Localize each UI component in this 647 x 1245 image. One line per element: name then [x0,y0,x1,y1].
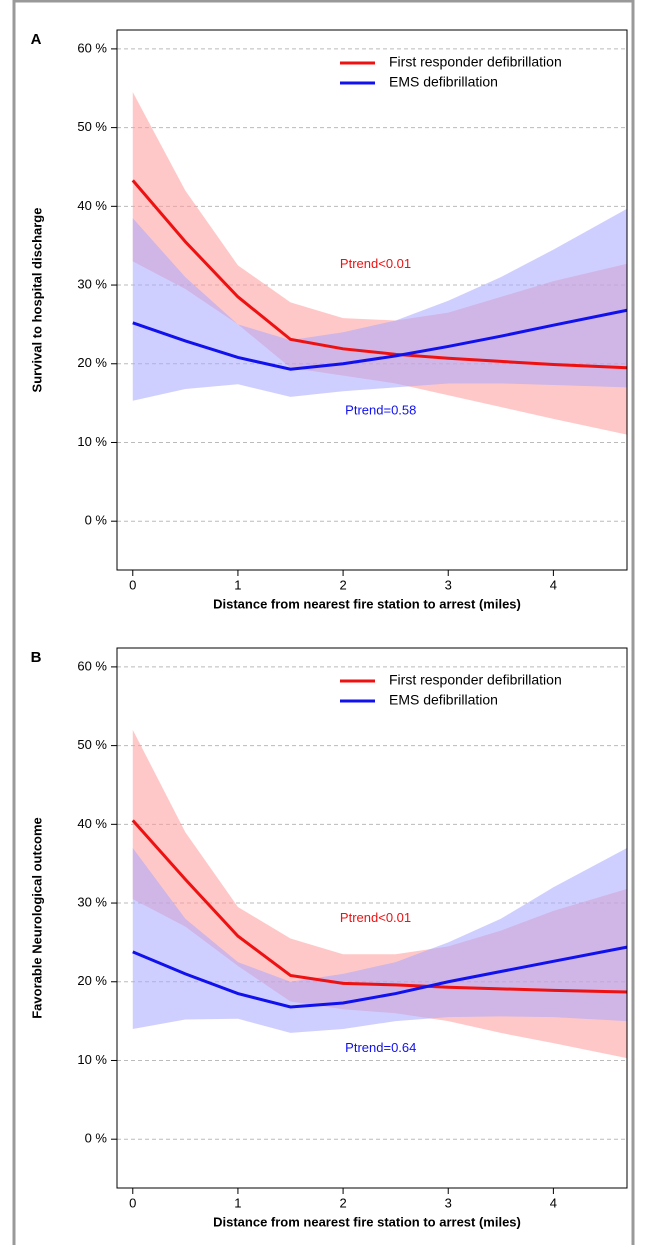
x-tick-label: 4 [550,577,557,592]
y-tick-label: 10 % [77,1052,107,1067]
line [131,819,628,994]
line [131,179,628,370]
y-tick-label: 60 % [77,658,107,673]
y-tick-label: 20 % [77,355,107,370]
x-tick-label: 2 [339,1195,346,1210]
x-tick-label: 0 [129,1195,136,1210]
annotation: Ptrend=0.64 [345,1040,416,1055]
x-tick-label: 3 [445,577,452,592]
legend-label: EMS defibrillation [389,692,498,708]
x-tick-label: 0 [129,577,136,592]
x-tick-label: 4 [550,1195,557,1210]
y-tick-label: 30 % [77,894,107,909]
legend-label: First responder defibrillation [389,54,562,70]
confidence-band [132,208,627,401]
panel-label: B [31,649,42,666]
x-tick-label: 3 [445,1195,452,1210]
y-axis-label: Survival to hospital discharge [29,208,44,393]
annotation: Ptrend<0.01 [340,256,411,271]
y-tick-label: 50 % [77,119,107,134]
x-axis-label: Distance from nearest fire station to ar… [213,596,521,611]
plot-border [116,647,628,1189]
y-tick-label: 10 % [77,434,107,449]
y-axis-label: Favorable Neurological outcome [29,817,44,1019]
plot-border [116,29,628,571]
legend-label: EMS defibrillation [389,74,498,90]
y-tick-label: 40 % [77,816,107,831]
y-tick-label: 30 % [77,276,107,291]
panel-label: A [31,31,42,48]
y-tick-label: 20 % [77,973,107,988]
annotation: Ptrend<0.01 [340,910,411,925]
y-tick-label: 50 % [77,737,107,752]
x-axis-label: Distance from nearest fire station to ar… [213,1214,521,1229]
y-tick-label: 60 % [77,40,107,55]
line [132,945,628,1009]
legend-label: First responder defibrillation [389,672,562,688]
frame [12,0,635,1245]
annotation: Ptrend=0.58 [345,402,416,417]
x-tick-label: 2 [339,577,346,592]
y-tick-label: 40 % [77,198,107,213]
line [132,308,628,371]
y-tick-label: 0 % [85,1131,108,1146]
y-tick-label: 0 % [85,513,108,528]
confidence-band [132,847,627,1033]
x-tick-label: 1 [234,1195,241,1210]
x-tick-label: 1 [234,577,241,592]
